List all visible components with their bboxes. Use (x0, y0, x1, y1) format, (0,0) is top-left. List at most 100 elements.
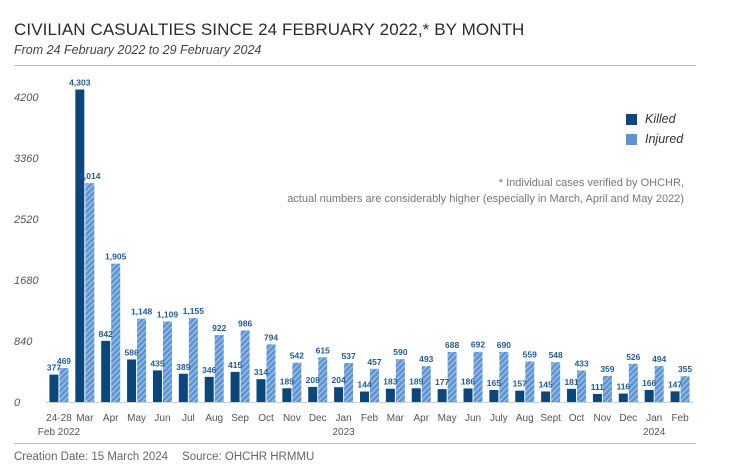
bar-injured (292, 362, 302, 402)
data-label-killed: 415 (228, 360, 242, 370)
footnote-line-2: actual numbers are considerably higher (… (287, 193, 684, 205)
bar-injured (344, 363, 354, 402)
legend-item-killed: Killed (626, 109, 683, 129)
data-label-injured: 359 (600, 364, 614, 374)
data-label-injured: 355 (678, 364, 692, 374)
data-label-killed: 165 (487, 378, 501, 388)
x-tick-label: Mar (387, 413, 405, 424)
bar-injured (395, 359, 405, 402)
bar-killed (644, 389, 654, 402)
bar-killed (75, 89, 85, 403)
data-label-injured: 1,905 (105, 252, 127, 262)
x-tick-label: May (127, 413, 146, 424)
bar-killed (152, 370, 162, 402)
data-label-injured: 469 (57, 356, 71, 366)
data-label-killed: 189 (409, 376, 423, 386)
data-label-injured: 537 (342, 351, 356, 361)
x-tick-label: Mar (76, 413, 94, 424)
bar-killed (385, 388, 395, 402)
y-tick-label: 2520 (13, 214, 39, 226)
data-label-injured: 922 (212, 323, 226, 333)
data-label-killed: 377 (47, 363, 61, 373)
x-tick-label: July (490, 413, 508, 424)
data-label-killed: 111 (591, 382, 605, 392)
bar-injured (447, 352, 457, 402)
data-label-injured: 1,155 (183, 306, 205, 316)
bar-injured (111, 263, 121, 402)
x-tick-label: 24-28 (46, 413, 72, 424)
bar-injured (577, 370, 587, 402)
bar-injured (318, 357, 328, 402)
data-label-injured: 1,109 (157, 309, 179, 319)
x-tick-label: Sept (540, 413, 561, 424)
bar-injured (137, 318, 147, 402)
data-label-injured: 526 (626, 352, 640, 362)
legend-label-injured: Injured (645, 132, 684, 146)
x-tick-label: Jul (182, 413, 195, 424)
bar-killed (515, 390, 525, 402)
bar-killed (360, 391, 369, 402)
footnote: * Individual cases verified by OHCHR, ac… (287, 175, 684, 207)
x-tick-label: Apr (103, 413, 119, 424)
bar-injured (370, 368, 379, 402)
bar-injured (602, 375, 612, 402)
x-tick-label: Nov (594, 413, 612, 424)
bar-killed (489, 390, 499, 402)
y-tick-label: 3360 (14, 153, 39, 165)
data-label-killed: 314 (254, 367, 268, 377)
bar-killed (49, 374, 59, 402)
data-label-injured: 559 (523, 349, 537, 359)
data-label-injured: 1,148 (131, 307, 153, 317)
bar-killed (256, 379, 266, 402)
x-tick-label: Jan (646, 413, 662, 424)
footnote-line-1: * Individual cases verified by OHCHR, (498, 177, 684, 189)
x-tick-label: Jun (154, 413, 170, 424)
bar-killed (178, 373, 188, 402)
y-tick-label: 0 (14, 397, 21, 409)
legend-swatch-killed (626, 113, 637, 125)
bar-injured (499, 351, 509, 402)
top-divider (14, 65, 696, 66)
bar-injured (525, 361, 535, 402)
bar-killed (592, 393, 602, 402)
bar-killed (411, 388, 421, 402)
data-label-killed: 186 (461, 376, 475, 386)
bottom-divider (14, 443, 696, 444)
bar-injured (551, 362, 561, 402)
x-tick-label: Dec (619, 413, 637, 424)
bar-injured (473, 351, 483, 402)
bar-killed (230, 371, 240, 402)
data-label-killed: 346 (202, 365, 216, 375)
x-year-label: Feb 2022 (38, 427, 81, 438)
footer: Creation Date: 15 March 2024 Source: OHCH… (14, 451, 314, 463)
bar-injured (680, 376, 690, 402)
data-label-killed: 189 (280, 376, 294, 386)
data-label-killed: 144 (357, 380, 371, 390)
bar-killed (541, 391, 551, 402)
data-label-injured: 433 (574, 359, 588, 369)
x-tick-label: May (438, 413, 457, 424)
bar-killed (282, 388, 292, 402)
bar-killed (308, 386, 318, 402)
data-label-killed: 842 (99, 329, 113, 339)
data-label-killed: 4,303 (69, 78, 91, 88)
data-label-injured: 542 (290, 351, 304, 361)
y-tick-label: 840 (14, 336, 33, 348)
bar-injured (421, 366, 431, 402)
x-tick-label: Oct (258, 413, 274, 424)
bar-killed (618, 393, 628, 402)
bar-killed (334, 387, 344, 402)
y-tick-label: 4200 (14, 92, 39, 104)
y-tick-label: 1680 (14, 275, 39, 287)
x-tick-label: Jan (336, 413, 352, 424)
bar-killed (127, 359, 137, 402)
data-label-injured: 692 (471, 340, 485, 350)
bar-injured (654, 366, 664, 402)
legend-item-injured: Injured (626, 129, 683, 149)
x-tick-label: Feb (361, 413, 379, 424)
data-label-killed: 181 (564, 377, 578, 387)
data-label-injured: 986 (238, 318, 252, 328)
x-tick-label: Aug (516, 413, 534, 424)
data-label-injured: 688 (445, 340, 459, 350)
